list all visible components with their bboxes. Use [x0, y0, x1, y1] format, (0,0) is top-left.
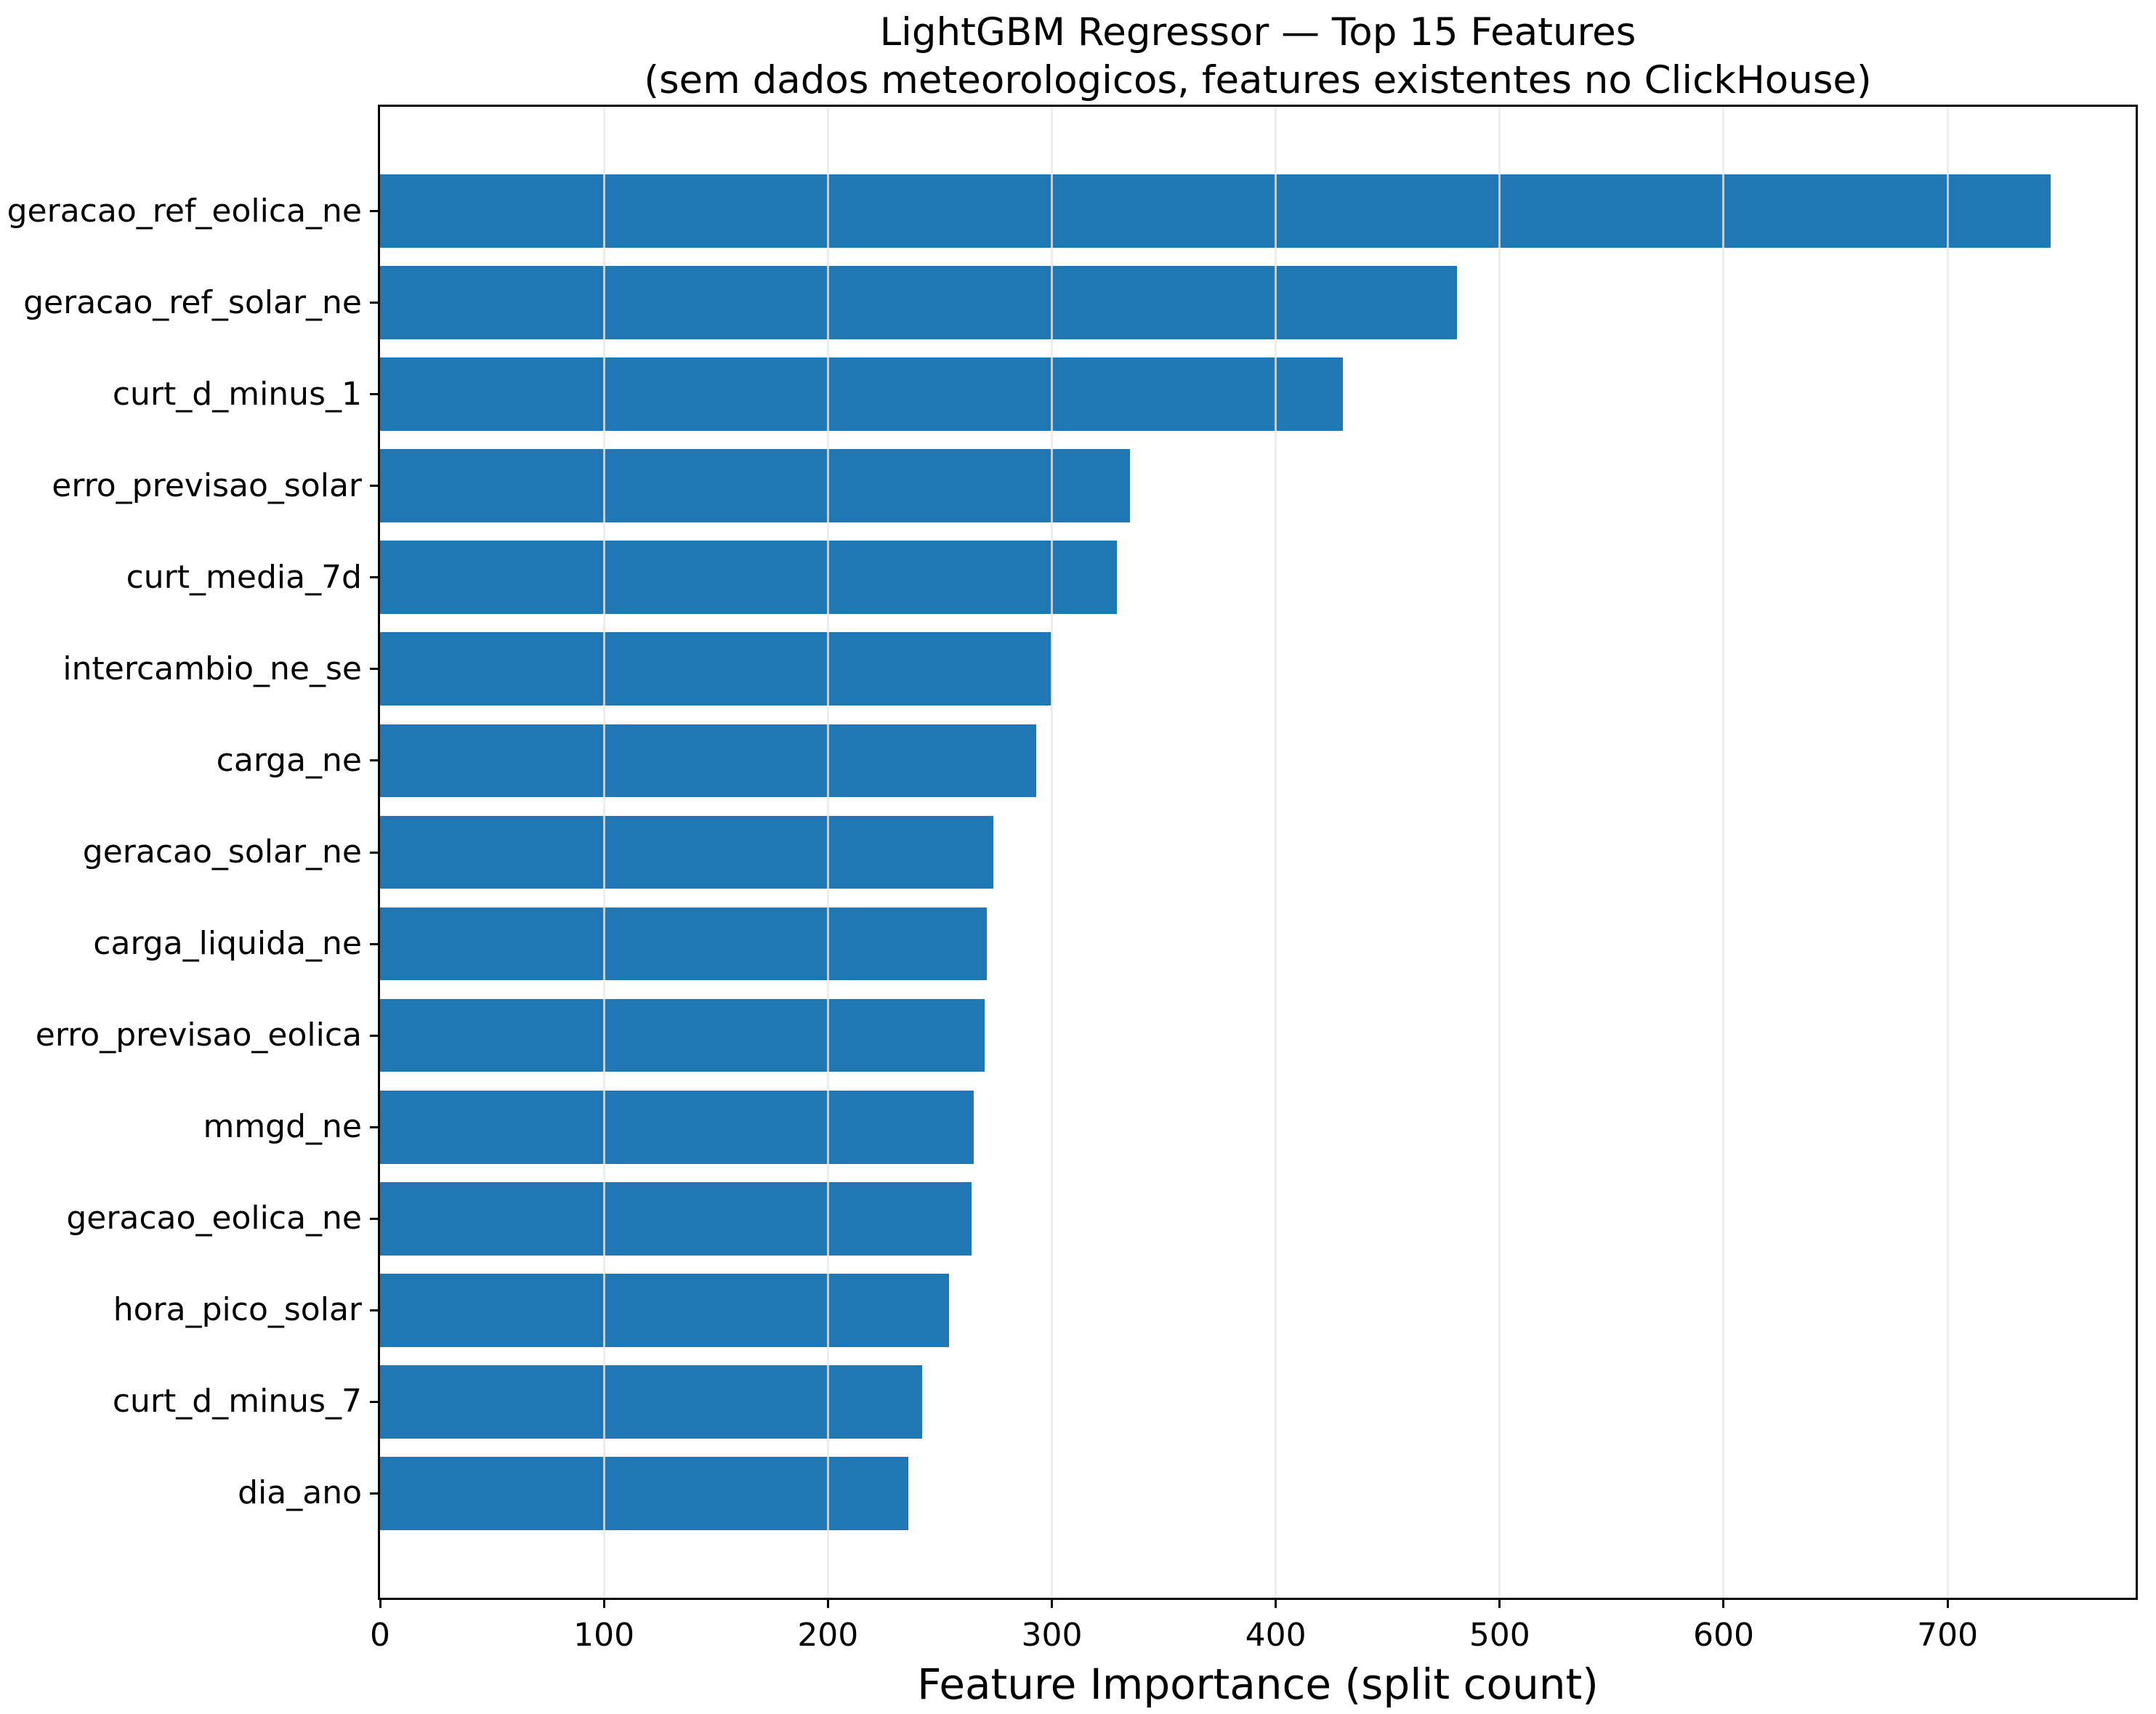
y-tick-label: curt_d_minus_1 [112, 375, 362, 413]
chart-title-line2: (sem dados meteorologicos, features exis… [644, 58, 1872, 102]
y-tick-label: erro_previsao_eolica [35, 1016, 362, 1054]
y-tick-label: dia_ano [238, 1474, 362, 1512]
bar [380, 907, 988, 981]
bar [380, 815, 994, 889]
bar [380, 724, 1036, 798]
bar [380, 1273, 949, 1347]
y-tick-label: intercambio_ne_se [62, 650, 362, 687]
bar [380, 1365, 922, 1439]
y-tick-mark [370, 1492, 380, 1495]
bar [380, 541, 1117, 615]
bar [380, 449, 1131, 523]
y-tick-label: erro_previsao_solar [52, 466, 362, 504]
y-tick-mark [370, 210, 380, 213]
chart-title-line1: LightGBM Regressor — Top 15 Features [879, 10, 1636, 54]
gridline [1050, 107, 1053, 1598]
x-axis-label: Feature Importance (split count) [917, 1660, 1599, 1709]
y-tick-label: curt_media_7d [126, 558, 362, 596]
y-tick-mark [370, 1125, 380, 1128]
bar [380, 1181, 972, 1256]
bar [380, 1456, 909, 1530]
gridline [1946, 107, 1949, 1598]
gridline [826, 107, 829, 1598]
y-tick-mark [370, 1309, 380, 1311]
bar [380, 632, 1052, 706]
y-tick-label: carga_ne [216, 741, 362, 779]
x-tick-label: 500 [1469, 1617, 1530, 1654]
bar [380, 266, 1458, 340]
x-tick-mark [379, 1598, 381, 1608]
x-tick-label: 400 [1245, 1617, 1307, 1654]
x-tick-mark [1946, 1598, 1949, 1608]
x-tick-label: 0 [370, 1617, 390, 1654]
y-tick-mark [370, 1034, 380, 1037]
gridline [602, 107, 605, 1598]
bar [380, 357, 1344, 432]
bar [380, 1090, 974, 1164]
y-tick-mark [370, 393, 380, 396]
gridline [1275, 107, 1277, 1598]
y-tick-label: geracao_ref_eolica_ne [7, 192, 362, 230]
x-tick-mark [1498, 1598, 1501, 1608]
y-tick-label: curt_d_minus_7 [112, 1383, 362, 1420]
x-tick-label: 200 [797, 1617, 859, 1654]
y-tick-label: geracao_solar_ne [82, 833, 362, 870]
y-tick-mark [370, 759, 380, 762]
y-tick-mark [370, 485, 380, 488]
x-tick-mark [826, 1598, 829, 1608]
y-tick-mark [370, 302, 380, 304]
x-tick-mark [1722, 1598, 1725, 1608]
y-tick-mark [370, 1217, 380, 1220]
y-tick-mark [370, 851, 380, 854]
y-tick-label: carga_liquida_ne [93, 925, 362, 963]
x-tick-label: 700 [1917, 1617, 1979, 1654]
bar [380, 174, 2051, 248]
x-tick-mark [1050, 1598, 1053, 1608]
x-tick-label: 600 [1692, 1617, 1754, 1654]
x-tick-mark [602, 1598, 605, 1608]
x-tick-mark [1275, 1598, 1277, 1608]
x-tick-label: 100 [573, 1617, 635, 1654]
y-tick-label: mmgd_ne [203, 1108, 362, 1146]
chart-title: LightGBM Regressor — Top 15 Features (se… [380, 9, 2136, 105]
y-tick-label: hora_pico_solar [113, 1291, 362, 1329]
bar [380, 998, 985, 1072]
y-tick-label: geracao_eolica_ne [66, 1200, 362, 1237]
gridline [1498, 107, 1501, 1598]
y-tick-mark [370, 576, 380, 579]
y-tick-mark [370, 668, 380, 671]
y-tick-mark [370, 1400, 380, 1403]
x-tick-label: 300 [1021, 1617, 1083, 1654]
gridline [1722, 107, 1725, 1598]
y-tick-mark [370, 942, 380, 945]
y-tick-label: geracao_ref_solar_ne [23, 283, 362, 321]
